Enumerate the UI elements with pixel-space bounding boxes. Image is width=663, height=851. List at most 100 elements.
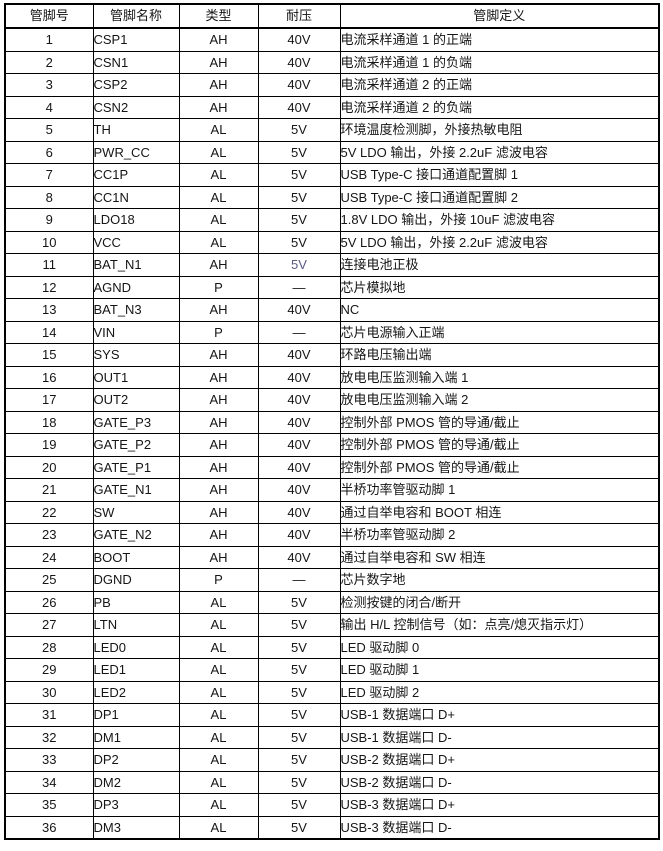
pin-type-cell: AL bbox=[178, 230, 259, 254]
pin-name-cell: SW bbox=[92, 500, 180, 524]
table-body: 1 CSP1 AH 40V 电流采样通道 1 的正端 2 CSN1 AH 40V… bbox=[4, 27, 660, 840]
pin-name-cell: DM1 bbox=[92, 725, 180, 749]
pin-type-cell: AH bbox=[178, 365, 259, 389]
pin-voltage-cell: 5V bbox=[257, 748, 341, 772]
pin-voltage-cell: 40V bbox=[257, 365, 341, 389]
pin-voltage-cell: 5V bbox=[257, 590, 341, 614]
pin-number-cell: 7 bbox=[4, 163, 94, 187]
pin-type-cell: AH bbox=[178, 455, 259, 479]
pin-definition-cell: LED 驱动脚 1 bbox=[339, 658, 660, 682]
pin-name-cell: CSN1 bbox=[92, 50, 180, 74]
pin-voltage-cell: — bbox=[257, 275, 341, 299]
pin-definition-table: 管脚号 管脚名称 类型 耐压 管脚定义 1 CSP1 AH 40V 电流采样通道… bbox=[4, 3, 660, 840]
pin-number-cell: 23 bbox=[4, 523, 94, 547]
pin-definition-cell: USB-3 数据端口 D+ bbox=[339, 793, 660, 817]
pin-type-cell: AL bbox=[178, 613, 259, 637]
pin-definition-cell: NC bbox=[339, 298, 660, 322]
pin-number-cell: 26 bbox=[4, 590, 94, 614]
pin-voltage-cell: — bbox=[257, 320, 341, 344]
pin-number-cell: 3 bbox=[4, 73, 94, 97]
pin-definition-cell: 放电电压监测输入端 2 bbox=[339, 388, 660, 412]
pin-type-cell: AH bbox=[178, 298, 259, 322]
pin-type-cell: AH bbox=[178, 500, 259, 524]
pin-type-cell: AH bbox=[178, 73, 259, 97]
pin-type-cell: AL bbox=[178, 208, 259, 232]
table-row: 32 DM1 AL 5V USB-1 数据端口 D- bbox=[4, 725, 660, 749]
pin-voltage-cell: 5V bbox=[257, 725, 341, 749]
pin-type-cell: AL bbox=[178, 680, 259, 704]
pin-name-cell: DM2 bbox=[92, 770, 180, 794]
pin-name-cell: CSP2 bbox=[92, 73, 180, 97]
table-row: 22 SW AH 40V 通过自举电容和 BOOT 相连 bbox=[4, 500, 660, 524]
pin-number-cell: 4 bbox=[4, 95, 94, 119]
pin-name-cell: SYS bbox=[92, 343, 180, 367]
pin-type-cell: AH bbox=[178, 343, 259, 367]
pin-voltage-cell: 5V bbox=[257, 680, 341, 704]
pin-definition-cell: 放电电压监测输入端 1 bbox=[339, 365, 660, 389]
col-header-pin-number: 管脚号 bbox=[4, 3, 94, 29]
pin-definition-cell: 芯片模拟地 bbox=[339, 275, 660, 299]
pin-voltage-cell: 5V bbox=[257, 230, 341, 254]
pin-definition-cell: 半桥功率管驱动脚 1 bbox=[339, 478, 660, 502]
pin-definition-cell: 连接电池正极 bbox=[339, 253, 660, 277]
table-row: 8 CC1N AL 5V USB Type-C 接口通道配置脚 2 bbox=[4, 185, 660, 209]
pin-voltage-cell: 40V bbox=[257, 410, 341, 434]
pin-number-cell: 34 bbox=[4, 770, 94, 794]
pin-type-cell: AH bbox=[178, 523, 259, 547]
pin-voltage-cell: 40V bbox=[257, 298, 341, 322]
pin-name-cell: GATE_N1 bbox=[92, 478, 180, 502]
table-row: 11 BAT_N1 AH 5V 连接电池正极 bbox=[4, 253, 660, 277]
pin-definition-cell: 芯片数字地 bbox=[339, 568, 660, 592]
pin-definition-cell: 输出 H/L 控制信号（如：点亮/熄灭指示灯） bbox=[339, 613, 660, 637]
table-row: 15 SYS AH 40V 环路电压输出端 bbox=[4, 343, 660, 367]
pin-type-cell: AH bbox=[178, 410, 259, 434]
pin-definition-cell: USB Type-C 接口通道配置脚 2 bbox=[339, 185, 660, 209]
pin-definition-cell: 5V LDO 输出，外接 2.2uF 滤波电容 bbox=[339, 140, 660, 164]
pin-type-cell: AL bbox=[178, 793, 259, 817]
pin-voltage-cell: 5V bbox=[257, 793, 341, 817]
col-header-voltage-rating: 耐压 bbox=[257, 3, 341, 29]
table-row: 10 VCC AL 5V 5V LDO 输出，外接 2.2uF 滤波电容 bbox=[4, 230, 660, 254]
pin-voltage-cell: 5V bbox=[257, 703, 341, 727]
table-row: 29 LED1 AL 5V LED 驱动脚 1 bbox=[4, 658, 660, 682]
pin-type-cell: AL bbox=[178, 163, 259, 187]
pin-type-cell: AH bbox=[178, 433, 259, 457]
pin-type-cell: AH bbox=[178, 478, 259, 502]
pin-voltage-cell: 5V bbox=[257, 140, 341, 164]
table-row: 20 GATE_P1 AH 40V 控制外部 PMOS 管的导通/截止 bbox=[4, 455, 660, 479]
table-row: 16 OUT1 AH 40V 放电电压监测输入端 1 bbox=[4, 365, 660, 389]
pin-definition-cell: 通过自举电容和 SW 相连 bbox=[339, 545, 660, 569]
table-row: 25 DGND P — 芯片数字地 bbox=[4, 568, 660, 592]
pin-number-cell: 6 bbox=[4, 140, 94, 164]
pin-definition-cell: 电流采样通道 1 的正端 bbox=[339, 27, 660, 52]
pin-type-cell: AL bbox=[178, 703, 259, 727]
pin-name-cell: AGND bbox=[92, 275, 180, 299]
table-row: 21 GATE_N1 AH 40V 半桥功率管驱动脚 1 bbox=[4, 478, 660, 502]
pin-voltage-cell: 40V bbox=[257, 523, 341, 547]
pin-voltage-cell: 5V bbox=[257, 635, 341, 659]
pin-number-cell: 30 bbox=[4, 680, 94, 704]
pin-number-cell: 27 bbox=[4, 613, 94, 637]
pin-definition-cell: USB-1 数据端口 D- bbox=[339, 725, 660, 749]
table-row: 35 DP3 AL 5V USB-3 数据端口 D+ bbox=[4, 793, 660, 817]
table-row: 7 CC1P AL 5V USB Type-C 接口通道配置脚 1 bbox=[4, 163, 660, 187]
pin-number-cell: 22 bbox=[4, 500, 94, 524]
pin-number-cell: 13 bbox=[4, 298, 94, 322]
table-row: 24 BOOT AH 40V 通过自举电容和 SW 相连 bbox=[4, 545, 660, 569]
table-row: 18 GATE_P3 AH 40V 控制外部 PMOS 管的导通/截止 bbox=[4, 410, 660, 434]
pin-definition-cell: 电流采样通道 2 的负端 bbox=[339, 95, 660, 119]
table-row: 14 VIN P — 芯片电源输入正端 bbox=[4, 320, 660, 344]
pin-name-cell: TH bbox=[92, 118, 180, 142]
pin-definition-cell: 1.8V LDO 输出，外接 10uF 滤波电容 bbox=[339, 208, 660, 232]
pin-name-cell: GATE_P1 bbox=[92, 455, 180, 479]
pin-name-cell: GATE_P2 bbox=[92, 433, 180, 457]
table-row: 6 PWR_CC AL 5V 5V LDO 输出，外接 2.2uF 滤波电容 bbox=[4, 140, 660, 164]
pin-number-cell: 29 bbox=[4, 658, 94, 682]
pin-type-cell: AL bbox=[178, 185, 259, 209]
pin-voltage-cell: 5V bbox=[257, 253, 341, 277]
pin-type-cell: AH bbox=[178, 27, 259, 52]
pin-voltage-cell: 40V bbox=[257, 455, 341, 479]
pin-definition-cell: USB-3 数据端口 D- bbox=[339, 815, 660, 840]
table-row: 27 LTN AL 5V 输出 H/L 控制信号（如：点亮/熄灭指示灯） bbox=[4, 613, 660, 637]
table-row: 34 DM2 AL 5V USB-2 数据端口 D- bbox=[4, 770, 660, 794]
